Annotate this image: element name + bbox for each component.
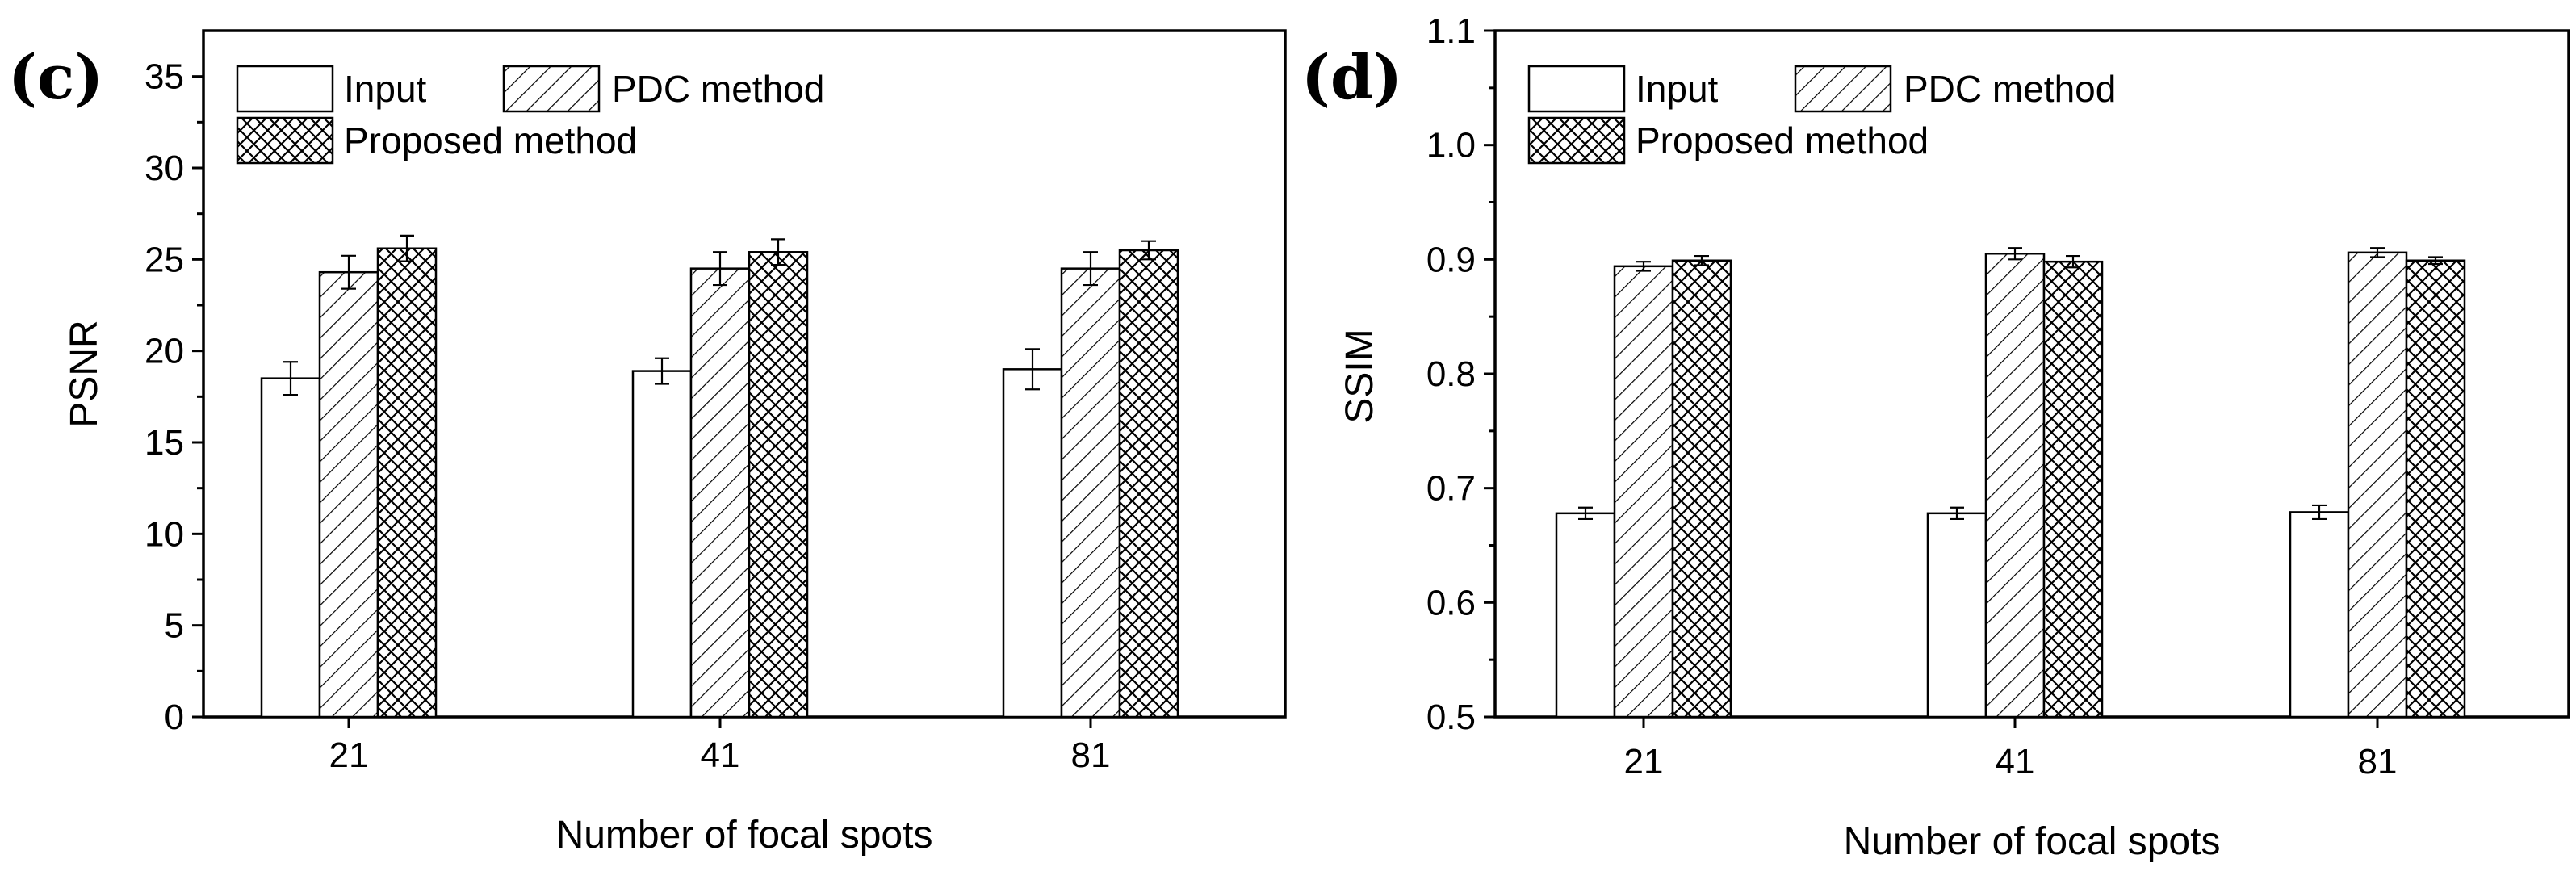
legend-label-pdc-d: PDC method: [1904, 68, 2116, 110]
bar-pdc-method: [1613, 265, 1674, 719]
legend-d: Input PDC method Proposed method: [1527, 65, 2116, 165]
x-tick-label: 81: [1071, 735, 1111, 775]
y-tick-label: 0.9: [1426, 240, 1476, 279]
bar-proposed-method: [376, 247, 438, 719]
legend-swatch-input-d: [1527, 65, 1626, 113]
bars-c: [260, 234, 1179, 719]
x-tick-label: 21: [1624, 742, 1664, 781]
y-tick-label: 30: [145, 149, 184, 188]
y-tick-label: 0: [165, 698, 184, 737]
y-axis-c: 0 5 10 15 20 25 30 35: [145, 57, 203, 737]
bar-proposed-method: [1118, 249, 1179, 719]
bar-pdc-method: [1984, 253, 2046, 719]
x-tick-label: 21: [329, 735, 369, 775]
y-tick-label: 35: [145, 57, 184, 97]
y-axis-title-c: PSNR: [63, 320, 106, 427]
bar-input: [1002, 368, 1063, 719]
panel-label-c: (c): [8, 41, 103, 113]
bar-input: [2289, 511, 2350, 719]
legend-label-pdc-c: PDC method: [612, 68, 824, 110]
ssim-chart: (d) 0.5 0.6 0.7 0.8 0.9 1.0 1.1 21 41 81 Number …: [1301, 11, 2570, 863]
legend-label-input-d: Input: [1636, 68, 1719, 110]
legend-label-proposed-c: Proposed method: [344, 119, 637, 161]
bar-pdc-method: [318, 270, 379, 719]
bars-d: [1555, 247, 2466, 719]
y-tick-label: 25: [145, 240, 184, 279]
y-tick-label: 20: [145, 332, 184, 371]
y-axis-d: 0.5 0.6 0.7 0.8 0.9 1.0 1.1: [1426, 11, 1495, 737]
x-tick-label: 81: [2358, 742, 2398, 781]
y-tick-label: 0.8: [1426, 354, 1476, 394]
panel-label-d: (d): [1301, 41, 1402, 113]
bar-pdc-method: [1060, 267, 1121, 719]
y-tick-label: 5: [165, 606, 184, 646]
legend-swatch-pdc-d: [1794, 65, 1892, 113]
x-tick-label: 41: [701, 735, 740, 775]
x-axis-title-c: Number of focal spots: [556, 814, 933, 857]
y-axis-title-d: SSIM: [1338, 329, 1381, 423]
legend-swatch-pdc-c: [502, 65, 601, 113]
legend-swatch-proposed-c: [236, 116, 334, 165]
x-axis-c: 21 41 81: [329, 717, 1111, 775]
y-tick-label: 1.1: [1426, 11, 1476, 51]
legend-label-input-c: Input: [344, 68, 427, 110]
y-tick-label: 0.6: [1426, 583, 1476, 622]
bar-input: [260, 377, 321, 719]
x-tick-label: 41: [1996, 742, 2035, 781]
y-tick-label: 10: [145, 514, 184, 554]
bar-input: [1926, 512, 1987, 719]
bar-proposed-method: [2405, 259, 2466, 719]
psnr-chart: (c) 0 5 10 15 20 25 30 35 21 41 81 Number of foca…: [8, 29, 1287, 857]
legend-c: Input PDC method Proposed method: [236, 65, 824, 165]
bar-proposed-method: [1671, 259, 1732, 719]
y-tick-label: 0.7: [1426, 469, 1476, 509]
bar-input: [1555, 512, 1616, 719]
bar-pdc-method: [689, 267, 751, 719]
x-axis-d: 21 41 81: [1624, 717, 2398, 781]
legend-label-proposed-d: Proposed method: [1636, 119, 1929, 161]
legend-swatch-input-c: [236, 65, 334, 113]
y-tick-label: 0.5: [1426, 698, 1476, 737]
x-axis-title-d: Number of focal spots: [1844, 820, 2221, 863]
bar-proposed-method: [2042, 260, 2104, 719]
bar-input: [631, 370, 693, 719]
bar-pdc-method: [2347, 251, 2408, 719]
legend-swatch-proposed-d: [1527, 116, 1626, 165]
bar-proposed-method: [748, 251, 809, 719]
y-tick-label: 1.0: [1426, 126, 1476, 165]
y-tick-label: 15: [145, 423, 184, 463]
